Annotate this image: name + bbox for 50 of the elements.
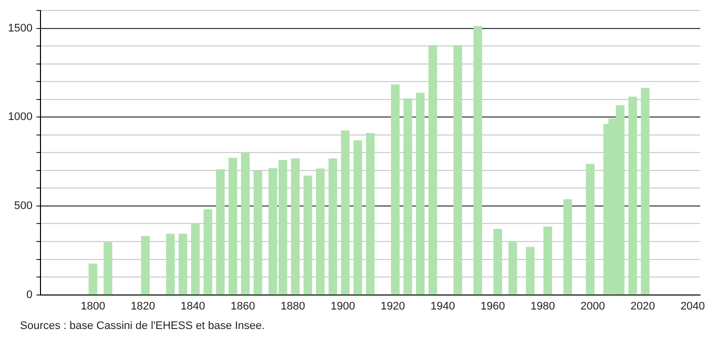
- bar: [526, 246, 535, 295]
- bar: [366, 133, 375, 295]
- bar: [390, 84, 400, 295]
- bar: [640, 88, 650, 295]
- bar: [543, 226, 552, 295]
- bar: [586, 164, 595, 295]
- y-tick-label: 500: [14, 200, 32, 212]
- bar: [428, 45, 438, 295]
- source-note: Sources : base Cassini de l'EHESS et base Insee.: [20, 320, 265, 332]
- bar: [291, 158, 300, 295]
- bar: [403, 98, 412, 295]
- bar: [166, 234, 175, 295]
- bar: [453, 45, 462, 295]
- bar: [628, 96, 638, 295]
- bar: [104, 242, 112, 295]
- x-tick-label: 1880: [280, 300, 306, 312]
- bar: [508, 242, 518, 295]
- x-tick-label: 2000: [580, 300, 605, 312]
- bar: [254, 170, 262, 295]
- x-tick-label: 1940: [430, 300, 456, 312]
- x-tick-label: 2020: [630, 300, 655, 312]
- y-tick-label: 1000: [8, 111, 32, 124]
- bar: [328, 158, 338, 295]
- x-tick-label: 1840: [180, 300, 206, 312]
- y-tick-label: 0: [26, 288, 32, 301]
- x-tick-label: 1800: [80, 300, 106, 312]
- bar: [216, 169, 225, 295]
- x-tick-label: 1920: [380, 300, 406, 312]
- x-tick-label: 2040: [680, 300, 705, 312]
- bar: [228, 158, 238, 295]
- bar: [178, 234, 188, 295]
- bar: [416, 92, 425, 295]
- x-tick-label: 1960: [480, 300, 506, 312]
- bar: [473, 26, 482, 295]
- bar: [493, 228, 502, 295]
- y-tick-label: 1500: [8, 22, 32, 34]
- bar: [304, 176, 312, 295]
- bar: [191, 224, 200, 295]
- bar: [88, 264, 98, 295]
- x-tick-label: 1980: [530, 300, 555, 312]
- bar: [141, 236, 150, 295]
- x-tick-label: 1820: [130, 300, 156, 312]
- bar: [316, 168, 325, 295]
- bar: [204, 209, 212, 295]
- bar: [563, 199, 572, 295]
- bar: [341, 130, 350, 295]
- x-tick-label: 1860: [230, 300, 256, 312]
- x-tick-label: 1900: [330, 300, 356, 312]
- bar: [241, 152, 250, 295]
- bar: [353, 140, 362, 295]
